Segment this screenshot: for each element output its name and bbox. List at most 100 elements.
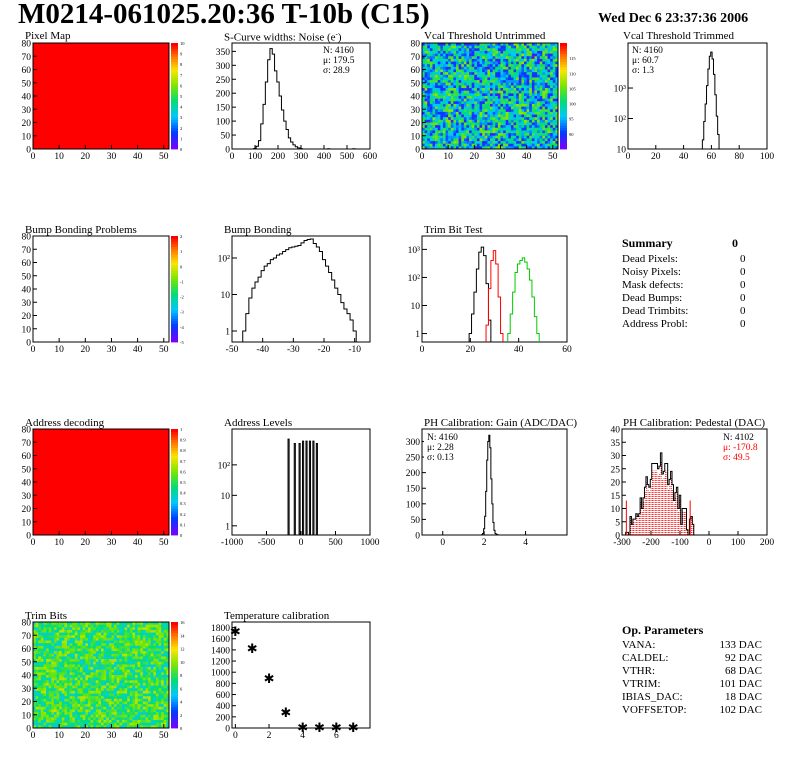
vcal_untrimmed-cell: [505, 88, 509, 91]
trim_bits-cell: [69, 712, 73, 716]
trim_bits-xtick-label-0: 0: [31, 731, 36, 741]
trim_bits-cell: [166, 661, 170, 665]
vcal_untrimmed-cell: [432, 82, 436, 86]
trim_bits-cell: [142, 693, 146, 697]
vcal_untrimmed-cell: [505, 106, 509, 110]
trim_bits-cell: [145, 696, 149, 700]
pixel_map-ytick-label-1: 10: [22, 132, 32, 142]
vcal_untrimmed-cell: [429, 111, 433, 115]
vcal_untrimmed-cell: [435, 53, 438, 57]
vcal_untrimmed-cell: [508, 122, 512, 126]
vcal_untrimmed-cell: [463, 133, 467, 137]
pixel_map-palette-cell-25: [171, 80, 178, 84]
trim_bits-cell: [61, 688, 65, 692]
trim_bits-cell: [145, 675, 149, 678]
vcal_untrimmed-cell: [497, 72, 501, 76]
vcal_untrimmed-cell: [422, 50, 425, 54]
bump_problems-palette-label-5: 0: [180, 264, 183, 269]
trim_bits-ytick-label-8: 80: [22, 619, 32, 629]
trim_bits-cell: [61, 704, 65, 708]
vcal_untrimmed-cell: [474, 58, 478, 62]
vcal_untrimmed-cell: [492, 143, 496, 147]
vcal_untrimmed-cell: [482, 43, 486, 46]
vcal_untrimmed-cell: [484, 43, 488, 46]
address_levels-frame: [231, 428, 371, 536]
trim_bits-cell: [64, 637, 68, 641]
trim_bits-cell: [161, 675, 165, 678]
vcal_untrimmed-cell: [555, 66, 559, 70]
vcal_untrimmed-cell: [552, 143, 556, 147]
vcal_untrimmed-cell: [435, 96, 438, 99]
trim_bits-cell: [38, 714, 42, 718]
trim_bits-cell: [153, 653, 157, 657]
vcal_untrimmed-cell: [534, 143, 538, 147]
vcal_untrimmed-cell: [440, 66, 444, 70]
trim_bits-cell: [61, 714, 65, 718]
temperature-ytick-label-7: 1400: [211, 646, 230, 656]
vcal_untrimmed-cell: [534, 98, 538, 102]
trim_bits-cell: [59, 656, 63, 660]
vcal_untrimmed-cell: [437, 127, 441, 131]
vcal_untrimmed-cell: [539, 103, 543, 107]
trim_bits-cell: [64, 627, 68, 631]
summary-value-dead-trimbits: 0: [740, 305, 746, 317]
trim_bits-cell: [148, 640, 151, 644]
vcal_untrimmed-cell: [469, 45, 472, 49]
vcal_untrimmed-cell: [461, 96, 465, 99]
trim_bits-cell: [67, 704, 70, 708]
trim_bits-cell: [135, 698, 138, 702]
vcal_untrimmed-cell: [550, 50, 554, 54]
vcal_untrimmed-cell: [550, 146, 554, 150]
vcal_untrimmed-cell: [531, 114, 535, 118]
address_decoding-ytick-label-3: 30: [22, 492, 32, 502]
vcal_untrimmed-cell: [521, 117, 525, 121]
vcal_untrimmed-cell: [521, 61, 525, 65]
trim_bits-cell: [48, 688, 52, 692]
vcal_untrimmed-cell: [552, 64, 556, 68]
vcal_untrimmed-cell: [432, 90, 436, 94]
bump_problems-palette-cell-28: [171, 265, 178, 269]
vcal_untrimmed-cell: [518, 122, 522, 126]
address_decoding-xtick-label-4: 40: [133, 538, 143, 548]
trim_bits-cell: [93, 653, 97, 657]
trim_bits-cell: [153, 667, 157, 670]
trim_bits-cell: [98, 627, 102, 631]
trim_bits-cell: [85, 643, 89, 647]
vcal_untrimmed-cell: [550, 43, 554, 46]
vcal_untrimmed-cell: [531, 130, 535, 134]
pixel_map-palette-label-4: 4: [180, 105, 183, 110]
vcal_untrimmed-cell: [544, 101, 548, 105]
vcal_untrimmed-cell: [521, 138, 525, 142]
vcal_untrimmed-cell: [482, 143, 486, 147]
trim_bits-cell: [106, 722, 110, 726]
vcal_untrimmed-cell: [497, 101, 501, 105]
vcal_untrimmed-cell: [542, 43, 546, 46]
pixel_map-palette-cell-38: [171, 45, 178, 49]
trim_bits-cell: [150, 635, 154, 639]
trim_bits-cell: [95, 682, 99, 686]
vcal_untrimmed-cell: [531, 117, 535, 121]
trim_bits-cell: [80, 643, 83, 647]
vcal_untrimmed-cell: [474, 98, 478, 102]
vcal_untrimmed-cell: [463, 93, 467, 97]
trim_bits-cell: [145, 725, 149, 729]
trim_bit_test-xtick-label-3: 60: [562, 345, 572, 355]
vcal_untrimmed-cell: [490, 146, 493, 150]
trim_bits-cell: [119, 672, 123, 676]
vcal_untrimmed-cell: [531, 72, 535, 76]
vcal_untrimmed-cell: [508, 43, 512, 46]
trim_bits-cell: [82, 680, 86, 684]
vcal_untrimmed-cell: [495, 143, 499, 147]
vcal_untrimmed-cell: [429, 138, 433, 142]
vcal_untrimmed-cell: [422, 64, 425, 68]
summary-label-mask-defects: Mask defects:: [622, 279, 684, 291]
trim_bits-cell: [67, 690, 70, 694]
vcal_untrimmed-cell: [471, 103, 475, 107]
trim_bits-cell: [158, 675, 162, 678]
vcal_untrimmed-palette-cell-27: [560, 74, 567, 78]
trim_bits-cell: [161, 696, 165, 700]
trim_bits-cell: [161, 690, 165, 694]
trim_bits-cell: [161, 701, 165, 705]
trim_bits-cell: [51, 690, 55, 694]
vcal_untrimmed-cell: [490, 119, 493, 123]
